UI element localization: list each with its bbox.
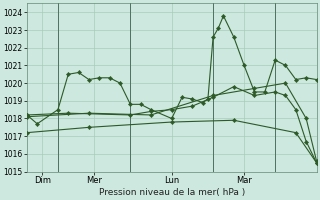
X-axis label: Pression niveau de la mer( hPa ): Pression niveau de la mer( hPa ) [99,188,245,197]
